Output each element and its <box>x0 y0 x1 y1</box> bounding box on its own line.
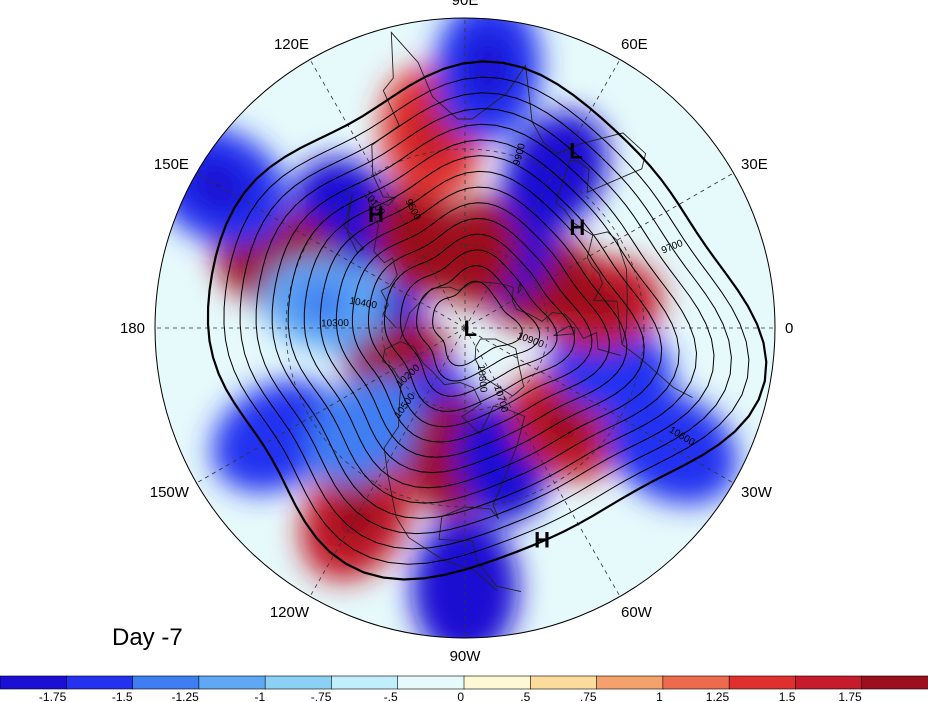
low-pressure-marker: L <box>569 139 582 164</box>
high-pressure-marker: H <box>569 215 585 240</box>
colorbar-tick-label: .5 <box>520 690 530 702</box>
colorbar-swatch <box>132 675 200 690</box>
longitude-label: 90E <box>452 0 479 9</box>
height-contour <box>319 170 645 474</box>
colorbar-tick-label: 1.75 <box>838 690 862 702</box>
anomaly-core <box>439 553 491 623</box>
colorbar-swatch <box>397 675 465 690</box>
coastline <box>517 281 522 294</box>
high-pressure-marker: H <box>368 202 384 227</box>
graticule <box>155 18 775 638</box>
colorbar-swatch <box>662 675 730 690</box>
height-contour <box>399 249 558 397</box>
coastline <box>474 338 525 397</box>
anomaly-core <box>536 399 589 452</box>
longitude-label: 120E <box>274 36 309 53</box>
colorbar-swatch <box>0 675 68 690</box>
height-contour <box>303 155 663 489</box>
longitude-label: 120W <box>270 604 310 621</box>
anomaly-core <box>324 187 378 241</box>
colorbar-swatch <box>65 675 134 690</box>
height-contour <box>432 280 523 367</box>
height-contour <box>351 202 610 443</box>
coastlines <box>343 31 693 593</box>
longitude-label: 60E <box>621 36 648 53</box>
longitude-label: 90W <box>450 648 482 665</box>
latitude-circle <box>381 244 549 412</box>
high-pressure-marker: H <box>534 528 550 553</box>
colorbar-swatch <box>198 675 266 690</box>
latitude-circle <box>285 148 645 508</box>
colorbar-tick-label: 1 <box>656 690 663 702</box>
contour-label: 10800 <box>475 364 489 393</box>
height-contour <box>206 60 768 581</box>
colorbar-swatch <box>861 675 928 690</box>
map-border <box>154 17 776 639</box>
colorbar-tick-label: -1 <box>254 690 265 702</box>
longitude-label: 180 <box>120 320 145 337</box>
colorbar-swatch <box>795 675 863 690</box>
height-contour <box>368 217 593 428</box>
map-disc: 1090010700105001030010100990097001060010… <box>154 17 776 639</box>
meridian-line <box>196 327 466 484</box>
height-contour <box>416 265 541 382</box>
pressure-centers: L L H H H <box>368 139 585 553</box>
colorbar-tick-label: 1.5 <box>779 690 796 702</box>
longitude-label: 30W <box>741 484 773 501</box>
coastline <box>621 344 693 398</box>
height-contour <box>223 76 750 565</box>
figure-title: Day -7 <box>112 624 183 651</box>
longitude-label: 150E <box>154 156 189 173</box>
colorbar-tick-label: -1.75 <box>39 690 67 702</box>
colorbar-swatch <box>529 675 598 690</box>
height-contour <box>287 139 680 504</box>
longitude-label: 60W <box>621 604 653 621</box>
colorbar-swatch <box>463 675 532 690</box>
height-contour <box>335 186 628 458</box>
anomaly-core <box>185 157 253 215</box>
colorbar-swatch <box>331 675 399 690</box>
colorbar-tick-label: -1.25 <box>171 690 199 702</box>
meridian-line <box>464 327 621 597</box>
anomaly-core <box>397 215 441 268</box>
low-pressure-marker: L <box>464 316 477 341</box>
longitude-label: 30E <box>741 156 768 173</box>
meridian-line <box>464 172 734 329</box>
colorbar-tick-label: -1.5 <box>112 690 133 702</box>
meridian-line <box>464 327 734 484</box>
coastline <box>399 281 621 356</box>
coastline <box>382 341 498 592</box>
anomaly-core <box>639 419 703 475</box>
colorbar-tick-label: 0 <box>457 690 464 702</box>
coastline <box>400 341 526 593</box>
height-contour <box>384 233 576 413</box>
meridian-line <box>464 59 621 329</box>
coastline <box>367 31 647 329</box>
colorbar-swatch <box>728 675 797 690</box>
anomaly-core <box>478 432 523 491</box>
contour-label: 10400 <box>348 296 378 312</box>
anomaly-core <box>458 225 498 279</box>
colorbar: -1.75 -1.5 -1.25 -1 -.75 -.5 0 .5 .75 1 1.25 1.5 1.7… <box>0 675 928 702</box>
height-contour <box>239 92 732 550</box>
meridian-line <box>309 59 466 329</box>
anomaly-core <box>462 34 513 104</box>
contour-label: 10300 <box>321 318 349 329</box>
colorbar-tick-label: .75 <box>580 690 597 702</box>
anomaly-core <box>292 280 353 325</box>
colorbar-tick-label: -.75 <box>311 690 332 702</box>
coastline <box>586 231 628 345</box>
height-contour <box>271 123 698 519</box>
colorbar-swatch <box>264 675 333 690</box>
colorbar-swatch <box>596 675 664 690</box>
longitude-label: 0 <box>785 320 793 337</box>
colorbar-tick-label: 1.25 <box>706 690 730 702</box>
longitude-labels: 90E 60E 30E 0 30W 60W 90W 120W 150W 180 150E 120E <box>120 0 793 665</box>
height-contour <box>255 107 715 535</box>
colorbar-tick-label: -.5 <box>384 690 398 702</box>
longitude-label: 150W <box>150 484 190 501</box>
